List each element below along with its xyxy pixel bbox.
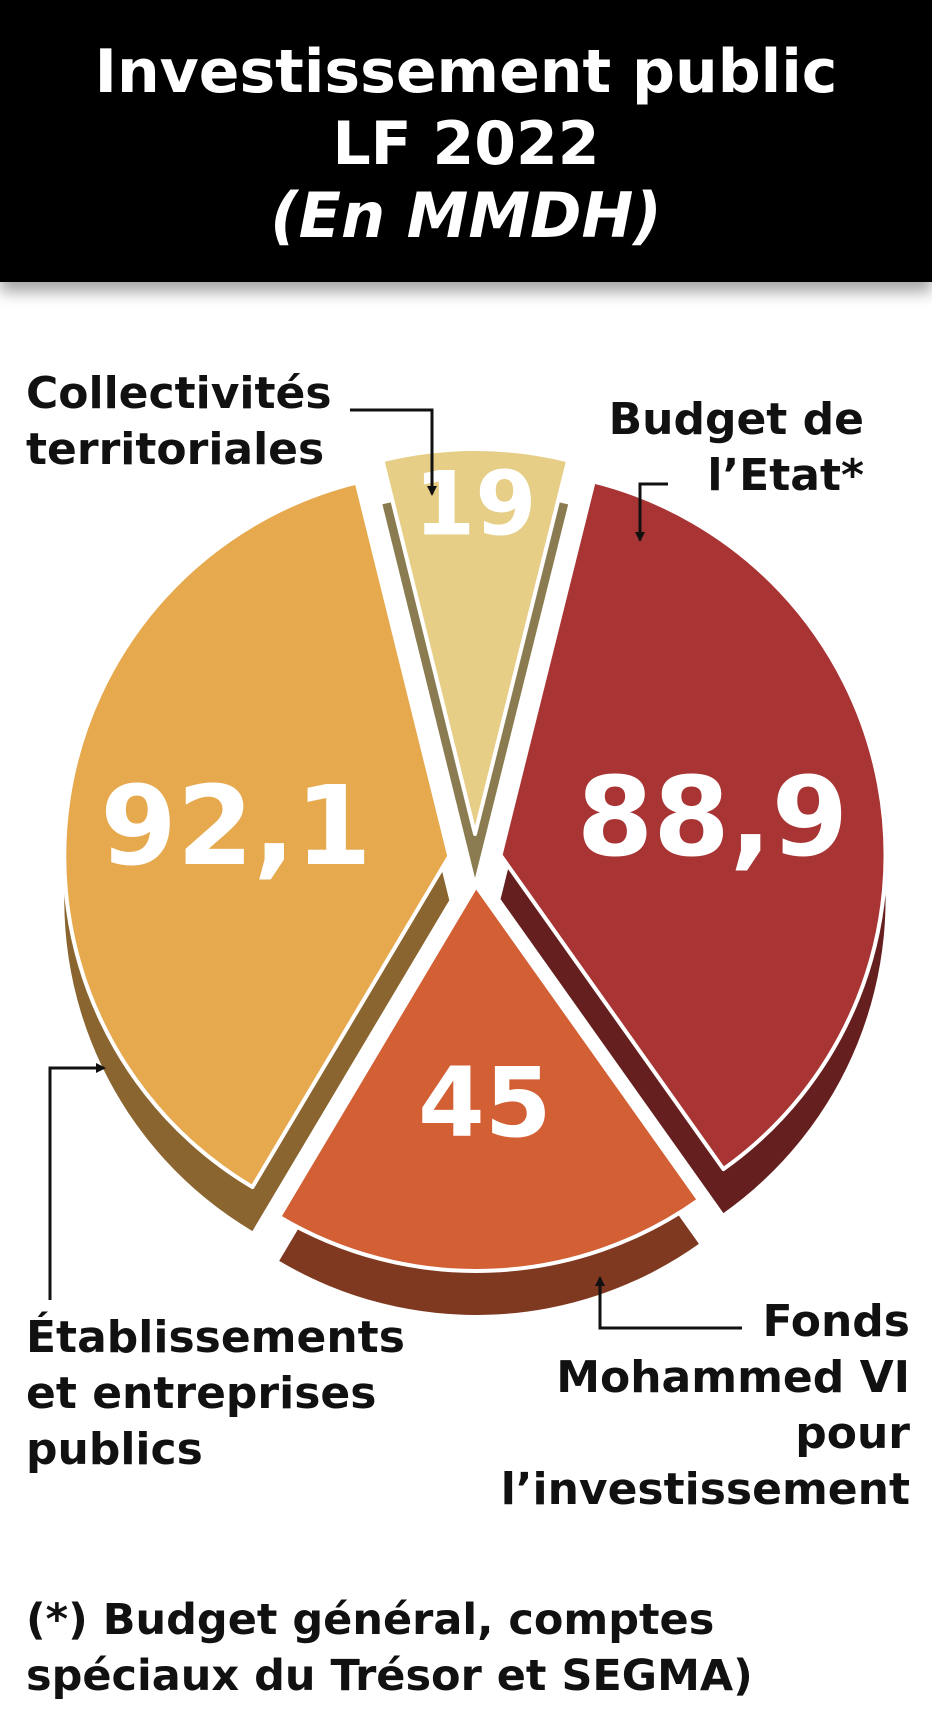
label-collectivites-line2: territoriales bbox=[26, 424, 325, 475]
label-fonds-line1: Fonds bbox=[762, 1296, 910, 1347]
label-budget: Budget de l’Etat* bbox=[609, 392, 864, 504]
slice-fonds-mohammed-vi-face bbox=[277, 883, 701, 1273]
chart-subtitle: (En MMDH) bbox=[270, 179, 662, 252]
footnote-line1: (*) Budget général, comptes bbox=[26, 1595, 715, 1645]
slice-collectivites-face bbox=[380, 447, 571, 836]
slice-etablissements-publics bbox=[62, 480, 452, 1232]
footnote-line2: spéciaux du Trésor et SEGMA) bbox=[26, 1651, 753, 1701]
label-fonds-line4: l’investissement bbox=[500, 1464, 910, 1515]
leader-fonds bbox=[595, 1276, 742, 1330]
value-label-collectivites: 19 bbox=[414, 453, 536, 556]
slice-budget-etat bbox=[498, 479, 888, 1214]
slice-etablissements-publics-face bbox=[62, 480, 452, 1190]
leader-etablissements bbox=[48, 1063, 106, 1300]
label-etablissements-line1: Établissements bbox=[26, 1312, 405, 1363]
leader-collectivites bbox=[350, 408, 437, 496]
label-etablissements-line2: et entreprises bbox=[26, 1368, 377, 1419]
value-label-fonds: 45 bbox=[418, 1047, 552, 1159]
leader-budget bbox=[635, 482, 668, 542]
label-etablissements: Établissements et entreprises publics bbox=[26, 1310, 405, 1478]
slice-collectivites bbox=[380, 447, 571, 878]
chart-header: Investissement public LF 2022 (En MMDH) bbox=[0, 0, 932, 282]
label-collectivites-line1: Collectivités bbox=[26, 368, 332, 419]
slice-budget-etat-face bbox=[498, 479, 888, 1172]
label-budget-line1: Budget de bbox=[608, 394, 864, 445]
chart-title-line1: Investissement public bbox=[94, 37, 838, 107]
label-etablissements-line3: publics bbox=[26, 1424, 203, 1475]
label-fonds-line3: pour bbox=[795, 1408, 910, 1459]
label-collectivites: Collectivités territoriales bbox=[26, 366, 332, 478]
label-fonds: Fonds Mohammed VI pour l’investissement bbox=[501, 1294, 910, 1518]
pie-chart: 88,9 45 92,1 19 bbox=[48, 408, 888, 1330]
chart-title-line2: LF 2022 bbox=[332, 109, 600, 179]
footnote: (*) Budget général, comptes spéciaux du … bbox=[26, 1592, 753, 1704]
value-label-etablissements: 92,1 bbox=[100, 762, 371, 890]
label-fonds-line2: Mohammed VI bbox=[556, 1352, 910, 1403]
value-label-budget-etat: 88,9 bbox=[577, 753, 848, 881]
label-budget-line2: l’Etat* bbox=[707, 450, 864, 501]
slice-fonds-mohammed-vi bbox=[277, 883, 701, 1315]
